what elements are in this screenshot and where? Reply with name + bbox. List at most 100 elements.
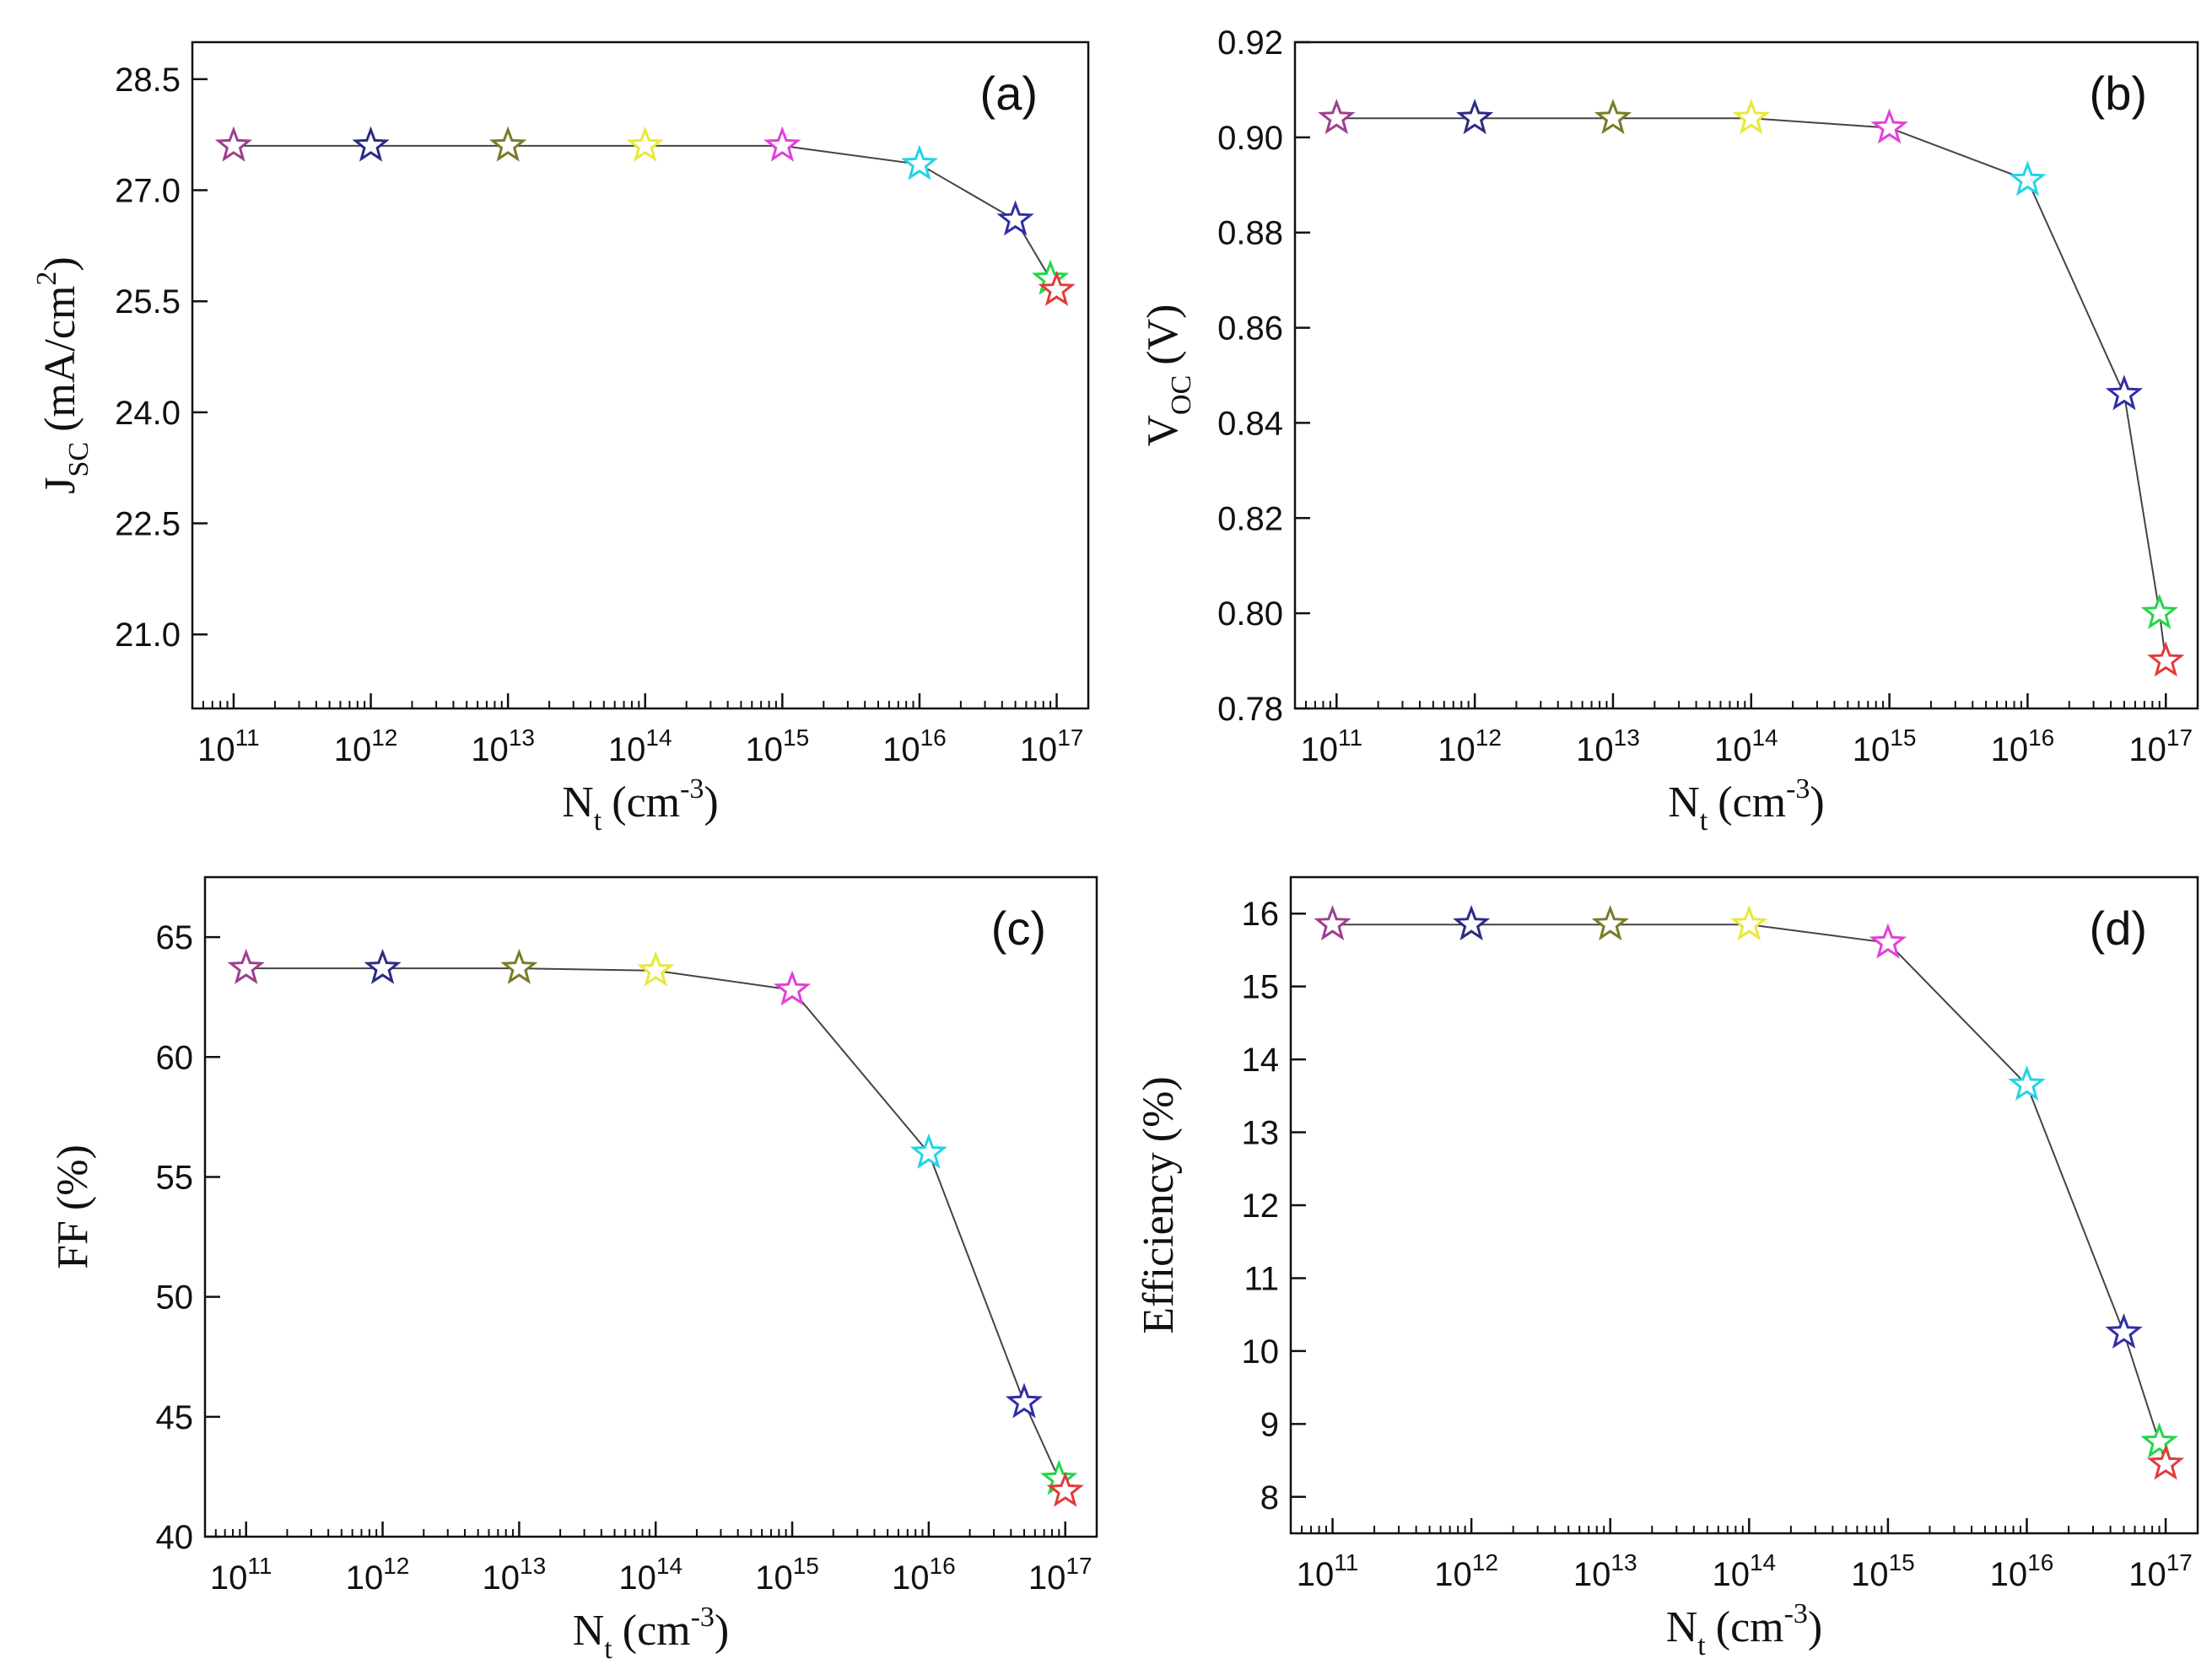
y-tick-label: 15 <box>1242 969 1280 1006</box>
star-marker <box>1869 923 1907 959</box>
plot-frame <box>1293 40 2199 710</box>
y-tick-label: 55 <box>156 1159 194 1196</box>
chart-panel-a: 1011 1012 1013 1014 1015 1016 1017 21.0 22.5 24.0… <box>31 40 1090 837</box>
y-tick-label: 28.5 <box>115 62 181 99</box>
x-tick-label: 1015 <box>1851 1549 1915 1593</box>
panel-label: (c) <box>991 902 1046 955</box>
star-marker <box>763 126 801 162</box>
x-tick-label: 1012 <box>346 1553 410 1597</box>
star-marker <box>1456 99 1494 135</box>
star-marker <box>227 948 265 984</box>
star-marker <box>1453 904 1491 941</box>
x-tick-label: 1013 <box>483 1553 547 1597</box>
x-tick-label: 1016 <box>1990 1549 2054 1593</box>
y-tick-label: 21.0 <box>115 617 181 654</box>
x-tick-label: 1014 <box>1714 724 1778 768</box>
panel-label: (a) <box>980 67 1038 120</box>
y-axis-title: JSC(mA/cm2) <box>31 256 94 493</box>
x-minor-ticks <box>192 701 1052 708</box>
y-tick-label: 9 <box>1260 1406 1279 1443</box>
x-tick-label: 1017 <box>1028 1553 1093 1597</box>
plot-frame <box>191 40 1090 710</box>
x-tick-label: 1013 <box>1576 724 1640 768</box>
star-marker <box>637 951 675 987</box>
x-tick-label: 1011 <box>210 1553 272 1597</box>
y-tick-label: 10 <box>1242 1333 1280 1371</box>
y-tick-label: 65 <box>156 919 194 956</box>
y-axis-title: VOC(V) <box>1139 304 1197 447</box>
star-marker <box>1870 108 1908 144</box>
star-marker <box>1046 1471 1084 1507</box>
star-marker <box>1318 99 1356 135</box>
star-marker <box>2105 1313 2143 1349</box>
x-tick-label: 1013 <box>1573 1549 1637 1593</box>
y-tick-label: 12 <box>1242 1188 1280 1225</box>
y-tick-label: 14 <box>1242 1042 1280 1079</box>
x-tick-label: 1011 <box>197 724 260 768</box>
y-tick-label: 45 <box>156 1399 194 1436</box>
star-marker <box>500 948 538 984</box>
series-line <box>1332 924 2167 1465</box>
star-marker <box>626 126 664 162</box>
star-marker <box>900 144 939 180</box>
x-tick-label: 1017 <box>2128 1549 2193 1593</box>
star-marker <box>2147 641 2185 677</box>
y-tick-label: 0.86 <box>1217 310 1283 347</box>
y-tick-label: 0.90 <box>1217 120 1283 157</box>
y-tick-label: 0.92 <box>1217 24 1283 62</box>
x-tick-label: 1015 <box>746 724 810 768</box>
x-tick-label: 1012 <box>334 724 398 768</box>
y-tick-label: 22.5 <box>115 506 181 543</box>
x-minor-ticks <box>204 1529 1060 1537</box>
plot-frame <box>1289 875 2199 1535</box>
star-marker <box>489 126 527 162</box>
plot-frame <box>203 875 1098 1538</box>
star-marker <box>214 126 253 162</box>
x-tick-label: 1015 <box>755 1553 819 1597</box>
x-tick-label: 1016 <box>882 724 947 768</box>
star-marker <box>364 948 402 984</box>
y-tick-label: 60 <box>156 1039 194 1076</box>
x-tick-label: 1017 <box>2128 724 2193 768</box>
y-tick-label: 40 <box>156 1519 194 1556</box>
star-marker <box>1594 99 1632 135</box>
x-axis-title: Nt (cm-3) <box>573 1602 730 1665</box>
y-axis-title: Efficiency(%) <box>1135 1076 1183 1334</box>
star-marker <box>1730 904 1768 941</box>
x-tick-label: 1011 <box>1297 1549 1359 1593</box>
series-line <box>1336 117 2167 661</box>
star-marker <box>2140 593 2178 629</box>
y-tick-label: 24.0 <box>115 395 181 432</box>
y-tick-label: 0.82 <box>1217 500 1283 537</box>
x-tick-label: 1012 <box>1438 724 1502 768</box>
panel-label: (b) <box>2090 67 2147 120</box>
star-marker <box>2146 1444 2185 1480</box>
star-marker <box>909 1133 947 1169</box>
x-tick-label: 1014 <box>1712 1549 1776 1593</box>
y-tick-label: 11 <box>1244 1260 1279 1297</box>
y-tick-label: 50 <box>156 1279 194 1317</box>
y-tick-label: 0.80 <box>1217 595 1283 633</box>
star-marker <box>2140 1422 2178 1458</box>
y-tick-label: 16 <box>1242 896 1280 933</box>
star-marker <box>1591 904 1629 941</box>
x-axis-title: Nt (cm-3) <box>1666 1598 1823 1662</box>
x-minor-ticks <box>1290 1526 2161 1533</box>
y-tick-label: 27.0 <box>115 173 181 210</box>
y-tick-label: 0.78 <box>1217 691 1283 728</box>
y-tick-label: 13 <box>1242 1115 1280 1152</box>
x-tick-label: 1015 <box>1853 724 1917 768</box>
x-tick-label: 1017 <box>1020 724 1084 768</box>
x-minor-ticks <box>1294 701 2161 708</box>
star-marker <box>2105 374 2144 411</box>
star-marker <box>996 200 1034 236</box>
y-tick-label: 0.84 <box>1217 405 1283 442</box>
x-axis-title: Nt (cm-3) <box>562 773 719 837</box>
x-tick-label: 1016 <box>892 1553 956 1597</box>
star-marker <box>2008 1065 2046 1101</box>
x-tick-label: 1011 <box>1301 724 1363 768</box>
star-marker <box>1038 270 1076 306</box>
star-marker <box>773 970 812 1006</box>
series-line <box>233 144 1058 291</box>
